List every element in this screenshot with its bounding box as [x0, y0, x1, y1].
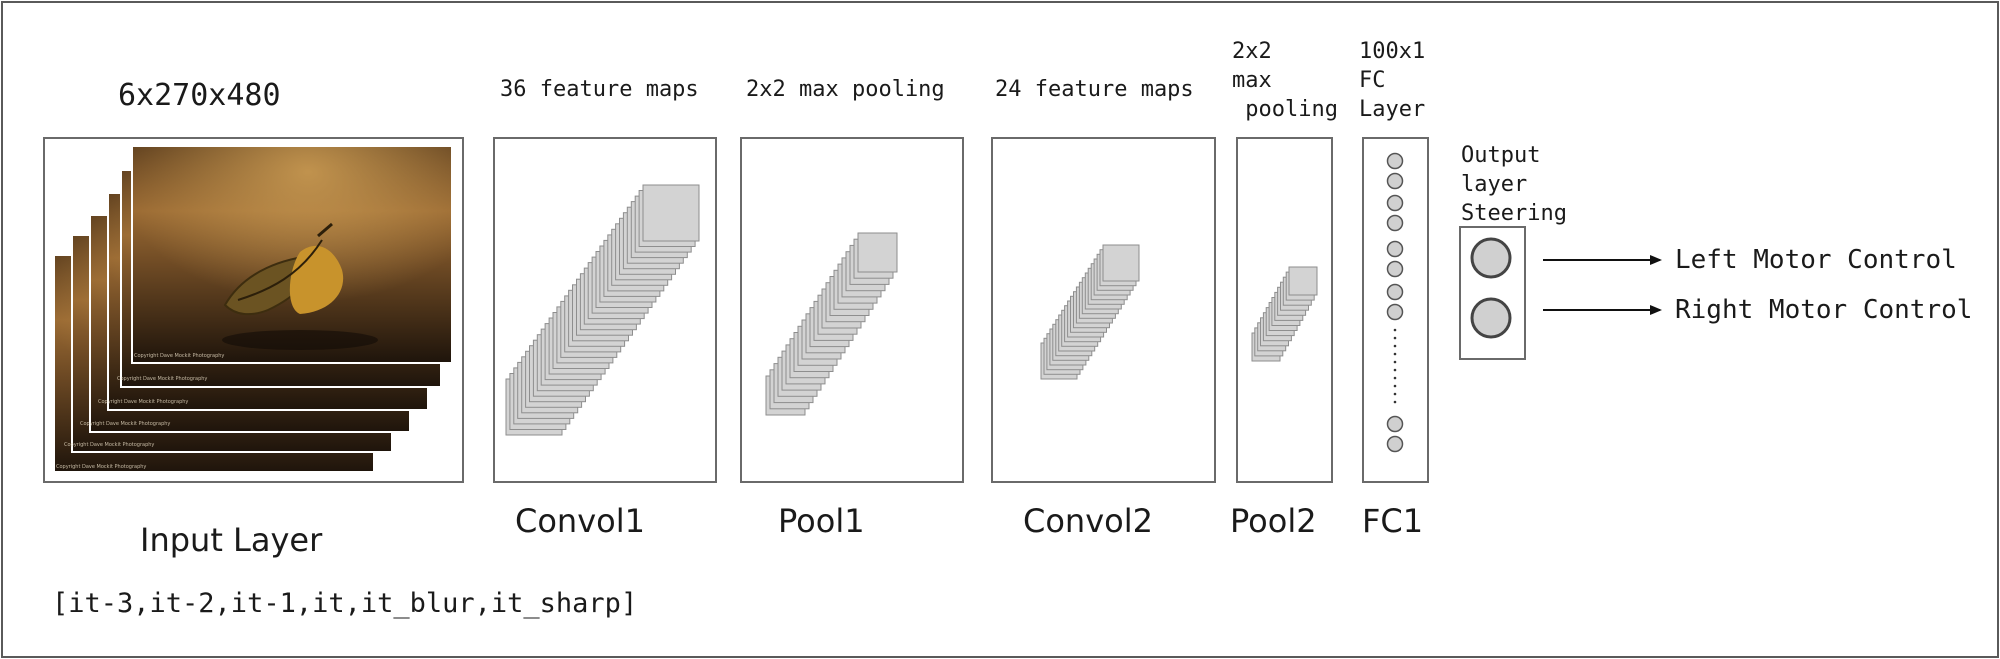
- watermark-4: Copyright Dave Mockit Photography: [80, 421, 170, 427]
- pool2-caption: 2x2 max pooling: [1232, 39, 1338, 122]
- watermark-5: Copyright Dave Mockit Photography: [64, 442, 154, 448]
- fc1-ellipsis-dot: [1393, 328, 1397, 332]
- right-motor-label: Right Motor Control: [1675, 295, 1973, 325]
- conv2-caption: 24 feature maps: [995, 77, 1194, 102]
- pool1-label: Pool1: [778, 502, 865, 540]
- fc1-neuron: [1386, 194, 1404, 212]
- leaf-image: [222, 222, 378, 350]
- input-photo-stack: Copyright Dave Mockit Photography Copyri…: [53, 145, 453, 473]
- fc1-neurons: [1386, 152, 1404, 453]
- input-photo-frame-1: [131, 145, 453, 364]
- output-neurons: [1470, 237, 1512, 339]
- fc1-ellipsis-dot: [1393, 376, 1397, 380]
- fc1-neuron: [1386, 303, 1404, 321]
- fc1-neuron: [1386, 415, 1404, 433]
- left-motor-neuron: [1470, 237, 1512, 279]
- fc1-ellipsis-dot: [1393, 392, 1397, 396]
- fc1-neuron: [1386, 172, 1404, 190]
- input-layer-label: Input Layer: [140, 521, 323, 559]
- conv1-maps: [505, 184, 700, 436]
- pool1-caption: 2x2 max pooling: [746, 77, 945, 102]
- conv2-maps: [1040, 244, 1140, 380]
- input-channels-list: [it-3,it-2,it-1,it,it_blur,it_sharp]: [52, 588, 638, 619]
- conv1-caption: 36 feature maps: [500, 77, 699, 102]
- conv2-feature-map: [1102, 244, 1140, 282]
- fc1-neuron: [1386, 152, 1404, 170]
- fc1-neuron: [1386, 240, 1404, 258]
- conv1-feature-map: [642, 184, 700, 242]
- pool2-feature-map: [1288, 266, 1318, 296]
- watermark-3: Copyright Dave Mockit Photography: [98, 399, 188, 405]
- pool1-maps: [765, 232, 898, 416]
- fc1-ellipsis-dot: [1393, 344, 1397, 348]
- fc1-neuron: [1386, 435, 1404, 453]
- right-motor-neuron: [1470, 297, 1512, 339]
- fc1-ellipsis-dot: [1393, 360, 1397, 364]
- fc1-ellipsis-dot: [1393, 384, 1397, 388]
- fc1-neuron: [1386, 260, 1404, 278]
- feature-map-stacks: [505, 184, 1318, 436]
- input-dims-label: 6x270x480: [118, 78, 281, 113]
- output-caption: Output layer Steering: [1461, 143, 1567, 226]
- pool2-label: Pool2: [1230, 502, 1317, 540]
- left-motor-label: Left Motor Control: [1675, 245, 1957, 275]
- fc1-neuron: [1386, 283, 1404, 301]
- conv1-label: Convol1: [515, 502, 645, 540]
- fc1-ellipsis-dot: [1393, 368, 1397, 372]
- fc1-ellipsis-dot: [1393, 336, 1397, 340]
- watermark-2: Copyright Dave Mockit Photography: [117, 376, 207, 382]
- fc1-ellipsis-dot: [1393, 400, 1397, 404]
- fc1-label: FC1: [1362, 502, 1424, 540]
- watermark-1: Copyright Dave Mockit Photography: [134, 353, 224, 359]
- watermark-6: Copyright Dave Mockit Photography: [56, 464, 146, 470]
- copyright-watermarks: Copyright Dave Mockit Photography Copyri…: [56, 353, 224, 470]
- pool2-maps: [1251, 266, 1318, 362]
- pool1-feature-map: [857, 232, 898, 273]
- fc1-neuron: [1386, 214, 1404, 232]
- conv2-label: Convol2: [1023, 502, 1153, 540]
- fc1-caption: 100x1 FC Layer: [1359, 39, 1426, 122]
- fc1-ellipsis-dot: [1393, 352, 1397, 356]
